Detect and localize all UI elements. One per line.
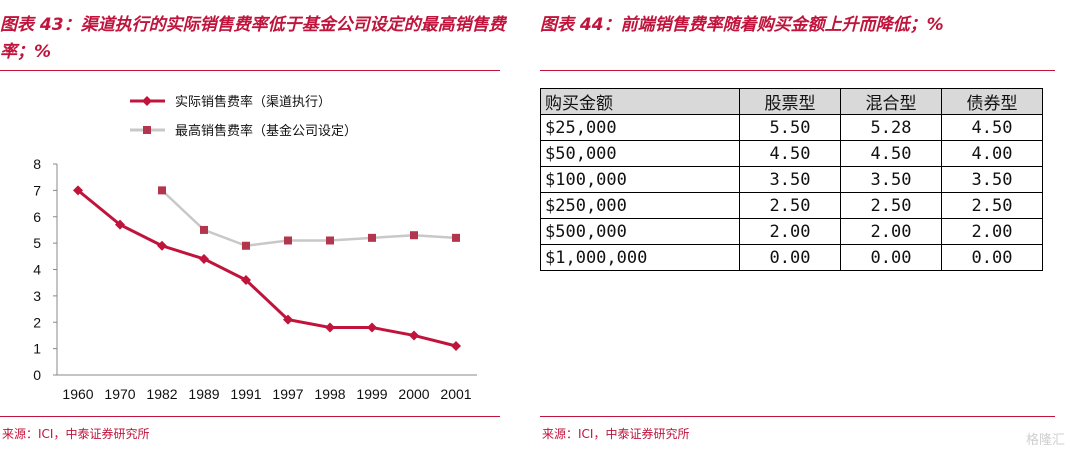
y-tick-label: 6 (33, 209, 41, 225)
title-rule (0, 70, 500, 71)
x-tick-label: 1982 (146, 386, 177, 402)
x-tick-label: 1991 (230, 386, 261, 402)
table-row: $100,000 3.50 3.50 3.50 (540, 166, 1043, 193)
data-point-diamond (283, 314, 293, 325)
table-cell: 3.50 (941, 166, 1043, 193)
y-tick-label: 8 (33, 156, 41, 172)
table-cell: 2.50 (739, 192, 841, 219)
table-cell: 0.00 (739, 244, 841, 271)
table-cell: 2.00 (840, 218, 942, 245)
table-cell: 4.00 (941, 140, 1043, 167)
x-tick-label: 1998 (314, 386, 345, 402)
data-point-diamond (115, 219, 125, 230)
data-point-diamond (73, 185, 83, 196)
column-header: 股票型 (739, 88, 841, 115)
y-tick-label: 3 (33, 288, 41, 304)
data-point-square (284, 236, 292, 245)
x-tick-label: 1997 (272, 386, 303, 402)
table-cell: 4.50 (840, 140, 942, 167)
data-point-diamond (199, 253, 209, 264)
data-point-diamond (409, 330, 419, 341)
table-body: $25,000 5.50 5.28 4.50 $50,000 4.50 4.50 4.00 $1… (540, 114, 1043, 271)
table-cell: $500,000 (540, 218, 740, 245)
chart-title: 图表 43：渠道执行的实际销售费率低于基金公司设定的最高销售费率；% (0, 15, 506, 62)
y-tick-label: 1 (33, 341, 41, 357)
x-tick-label: 1970 (104, 386, 135, 402)
data-point-diamond (241, 275, 251, 286)
table-row: $50,000 4.50 4.50 4.00 (540, 140, 1043, 167)
data-point-square (200, 225, 208, 234)
right-panel: 图表 44：前端销售费率随着购买金额上升而降低；% 购买金额 股票型 混合型 债券型 … (540, 0, 1073, 456)
table-cell: 2.00 (941, 218, 1043, 245)
source-note: 来源：ICI，中泰证券研究所 (542, 427, 690, 441)
data-point-square (410, 231, 418, 240)
table-cell: 4.50 (739, 140, 841, 167)
data-point-square (452, 233, 460, 242)
line-chart: 0 1 2 3 4 5 6 7 8 1960 1970 1982 1989 1991 1997 1998 199… (33, 94, 477, 402)
source-rule (0, 416, 500, 417)
left-panel: 图表 43：渠道执行的实际销售费率低于基金公司设定的最高销售费率；% 0 1 2 3 4… (0, 0, 520, 456)
fee-table: 购买金额 股票型 混合型 债券型 $25,000 5.50 5.28 4.50 $50,000… (540, 88, 1043, 271)
data-point-diamond (451, 340, 461, 351)
data-point-diamond (157, 240, 167, 251)
x-tick-label: 1999 (356, 386, 387, 402)
column-header: 混合型 (840, 88, 942, 115)
table-cell: 3.50 (840, 166, 942, 193)
legend-label: 最高销售费率（基金公司设定） (175, 123, 357, 139)
data-point-square (158, 186, 166, 195)
table-cell: $1,000,000 (540, 244, 740, 271)
table-row: $500,000 2.00 2.00 2.00 (540, 218, 1043, 245)
x-tick-label: 2001 (440, 386, 471, 402)
source-note: 来源：ICI，中泰证券研究所 (2, 427, 150, 441)
source-rule (540, 416, 1055, 417)
table-cell: 3.50 (739, 166, 841, 193)
x-tick-label: 2000 (398, 386, 429, 402)
table-cell: $100,000 (540, 166, 740, 193)
table-row: $1,000,000 0.00 0.00 0.00 (540, 244, 1043, 271)
table-cell: 5.28 (840, 114, 942, 141)
table-cell: 5.50 (739, 114, 841, 141)
y-tick-label: 0 (33, 367, 41, 383)
data-point-square (242, 241, 250, 250)
column-header: 购买金额 (540, 88, 740, 115)
title-rule (540, 70, 1055, 71)
data-point-diamond (367, 322, 377, 333)
series-line (77, 189, 457, 348)
table-cell: $250,000 (540, 192, 740, 219)
table-cell: $25,000 (540, 114, 740, 141)
legend-label: 实际销售费率（渠道执行） (175, 94, 331, 110)
y-tick-label: 5 (33, 235, 41, 251)
table-cell: 0.00 (840, 244, 942, 271)
watermark: 格隆汇 (1025, 433, 1065, 448)
table-cell: 0.00 (941, 244, 1043, 271)
column-header: 债券型 (941, 88, 1043, 115)
table-header-row: 购买金额 股票型 混合型 债券型 (540, 88, 1043, 115)
table-cell: 2.50 (941, 192, 1043, 219)
legend-marker-diamond (142, 96, 152, 106)
x-tick-label: 1960 (62, 386, 93, 402)
legend-marker-square (143, 126, 151, 134)
data-point-square (326, 236, 334, 245)
table-cell: 2.50 (840, 192, 942, 219)
y-tick-label: 2 (33, 314, 41, 330)
table-row: $25,000 5.50 5.28 4.50 (540, 114, 1043, 141)
y-tick-label: 4 (33, 262, 41, 278)
table-cell: 4.50 (941, 114, 1043, 141)
data-point-square (368, 233, 376, 242)
y-tick-label: 7 (33, 182, 41, 198)
table-title: 图表 44：前端销售费率随着购买金额上升而降低；% (540, 15, 944, 35)
data-point-diamond (325, 322, 335, 333)
table-row: $250,000 2.50 2.50 2.50 (540, 192, 1043, 219)
series-line (161, 189, 457, 248)
table-cell: $50,000 (540, 140, 740, 167)
x-tick-label: 1989 (188, 386, 219, 402)
table-cell: 2.00 (739, 218, 841, 245)
